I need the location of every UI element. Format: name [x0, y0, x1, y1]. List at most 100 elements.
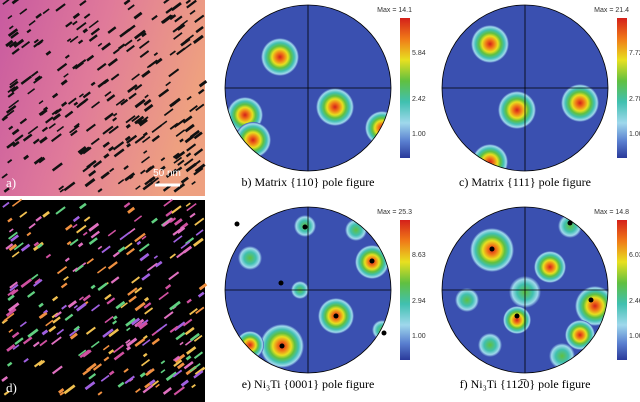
precipitate: [183, 43, 192, 51]
precipitate: [3, 390, 10, 396]
precipitate: [45, 50, 52, 56]
precipitate: [125, 339, 131, 344]
precipitate: [193, 167, 204, 176]
precipitate: [124, 39, 133, 47]
precipitate: [131, 115, 140, 123]
intensity: [471, 25, 599, 171]
precipitate: [32, 341, 40, 348]
precipitate: [23, 154, 30, 161]
precipitate: [149, 379, 156, 386]
orientation-dot: [302, 224, 308, 230]
precipitate: [101, 245, 111, 254]
precipitate: [112, 141, 125, 151]
precipitate: [131, 73, 140, 81]
precipitate: [110, 276, 120, 284]
precipitate: [84, 178, 96, 188]
panel-label: a): [6, 175, 16, 190]
precipitate: [143, 103, 154, 113]
precipitate: [7, 294, 15, 302]
precipitate: [141, 235, 147, 240]
precipitate: [154, 260, 163, 268]
pole-figure: Max = 14.1 5.84 2.42 1.00 b) Matrix {110} po…: [224, 4, 426, 189]
pole-outline: [224, 4, 392, 172]
legend-label: 7.72: [629, 50, 640, 57]
precipitate: [51, 133, 62, 143]
precipitate: [86, 54, 95, 62]
precipitate: [90, 27, 100, 36]
precipitate: [88, 34, 98, 42]
precipitate: [66, 38, 72, 43]
precipitate: [185, 202, 191, 207]
precipitate: [184, 326, 195, 336]
precipitate: [123, 368, 129, 373]
pole-outline: [441, 4, 609, 172]
precipitate: [26, 28, 32, 34]
precipitate: [64, 54, 70, 59]
precipitate: [176, 23, 186, 31]
intensity-peak: [549, 343, 575, 369]
legend-label: 2.78: [629, 96, 640, 103]
precipitate: [142, 131, 148, 137]
precipitate: [6, 343, 16, 352]
precipitate: [189, 212, 196, 219]
precipitate: [72, 12, 81, 20]
precipitate: [76, 99, 87, 109]
precipitate: [141, 69, 151, 78]
precipitate: [117, 381, 125, 388]
precipitate: [169, 325, 179, 333]
precipitate: [112, 320, 118, 325]
precipitate: [82, 231, 88, 236]
max-label: Max = 14.8: [594, 209, 629, 216]
pole-figure: Max = 25.3 8.63 2.94 1.00 e) Ni₃Ti {0001} po…: [224, 206, 426, 391]
precipitate: [11, 251, 20, 258]
precipitate: [134, 338, 146, 348]
precipitate: [56, 328, 65, 336]
precipitate: [77, 145, 87, 154]
precipitate: [85, 123, 96, 132]
precipitate: [1, 375, 9, 382]
precipitate: [97, 266, 107, 274]
precipitate: [10, 234, 20, 243]
precipitate: [141, 272, 151, 281]
precipitate: [197, 88, 205, 95]
precipitate: [60, 79, 68, 86]
precipitate: [66, 240, 72, 246]
precipitate: [176, 362, 185, 370]
precipitate: [8, 231, 18, 240]
precipitate: [141, 156, 150, 164]
precipitate: [90, 230, 101, 239]
precipitate: [189, 362, 201, 372]
precipitate: [189, 159, 201, 170]
precipitate: [56, 62, 68, 72]
precipitate: [141, 359, 151, 367]
precipitate: [180, 37, 191, 47]
precipitate: [194, 217, 205, 226]
precipitate: [76, 224, 87, 234]
precipitate: [185, 355, 192, 361]
precipitate: [72, 215, 80, 223]
legend-label: 2.42: [412, 96, 426, 103]
precipitate: [3, 187, 10, 193]
precipitate: [90, 137, 100, 146]
colorbar: [400, 220, 410, 360]
precipitate: [127, 4, 135, 11]
precipitate: [48, 325, 57, 333]
precipitate: [173, 156, 183, 164]
precipitate: [143, 98, 152, 106]
precipitate: [76, 22, 87, 31]
precipitate: [27, 328, 39, 338]
precipitate: [40, 108, 48, 116]
precipitate: [30, 273, 39, 280]
precipitate: [42, 210, 50, 218]
precipitate: [7, 14, 13, 20]
intensity-peak: [561, 84, 599, 122]
orientation-dot: [567, 220, 573, 226]
precipitate: [6, 141, 16, 149]
precipitate: [79, 202, 87, 210]
precipitate: [79, 146, 90, 156]
precipitate: [138, 116, 149, 125]
precipitate: [102, 328, 114, 338]
precipitate: [169, 300, 181, 311]
precipitate: [182, 115, 193, 124]
precipitate: [184, 123, 195, 133]
